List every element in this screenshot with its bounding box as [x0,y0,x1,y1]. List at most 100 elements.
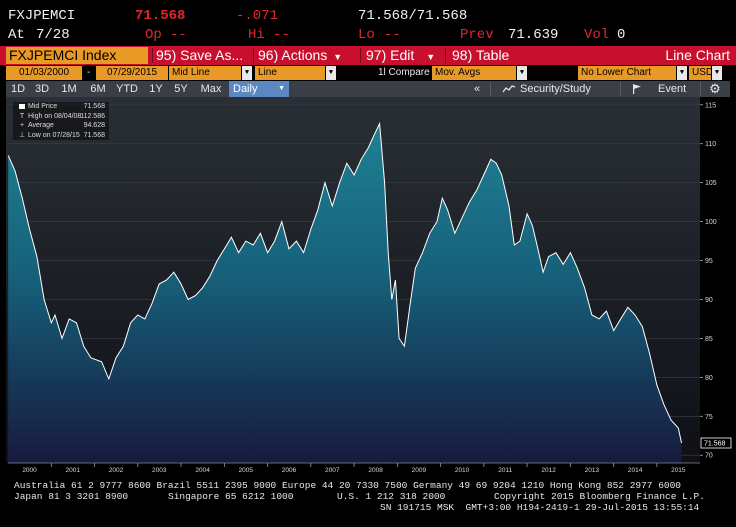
compare-button[interactable]: 1l Compare [378,67,430,78]
open-value: -- [170,27,187,43]
security-field[interactable]: FXJPEMCI Index [6,47,148,64]
collapse-button[interactable]: « [473,83,481,95]
chart-type-label: Line Chart [665,47,730,63]
legend-value: 94.628 [83,122,105,129]
dropdown-arrow-icon[interactable]: ▼ [712,66,722,80]
y-tick-label: 90 [705,297,713,304]
legend-label: High on 08/04/08 [28,112,82,120]
gear-icon[interactable]: ⚙ [709,81,721,96]
tab-6m[interactable]: 6M [90,83,106,95]
table-button[interactable]: 98) Table [452,46,509,65]
edit-menu[interactable]: 97) Edit ▼ [366,46,435,65]
bid-ask: 71.568/71.568 [358,8,468,24]
tab-divider [490,82,491,96]
save-as-button[interactable]: 95) Save As... [156,46,243,65]
flag-icon [633,84,641,94]
x-tick-label: 2000 [22,467,37,474]
tab-5y[interactable]: 5Y [174,83,188,95]
lower-chart-select[interactable]: No Lower Chart [578,66,676,80]
actions-menu[interactable]: 96) Actions ▼ [258,46,342,65]
y-tick-label: 75 [705,414,713,421]
low-marker-icon: ⊥ [18,131,26,139]
tab-1y[interactable]: 1Y [149,83,163,95]
price-area [8,123,682,463]
y-tick-label: 95 [705,258,713,265]
menu-bar: FXJPEMCI Index 95) Save As... 96) Action… [0,46,736,65]
tab-max[interactable]: Max [200,83,222,95]
y-tick-label: 100 [705,219,717,226]
legend-swatch [19,104,25,109]
table-label: 98) Table [452,47,510,63]
y-tick-label: 110 [705,141,716,148]
tab-1m[interactable]: 1M [61,83,77,95]
event-button[interactable]: Event [624,81,696,97]
high-value: -- [273,27,290,43]
last-value-label: 71.568 [704,441,726,448]
start-date-field[interactable]: 01/03/2000 [6,66,82,80]
x-tick-label: 2011 [498,467,512,474]
line-type-select[interactable]: Line [255,66,325,80]
footer-japan: Japan 81 3 3201 8900 [14,491,129,502]
chart-area: 70 75 80 85 90 95 100 105 110 115 2000 2001 2002 200… [0,97,736,474]
x-tick-label: 2006 [282,467,297,474]
x-tick-label: 2015 [671,467,686,474]
tab-1d[interactable]: 1D [10,83,26,95]
footer-phones: Australia 61 2 9777 8600 Brazil 5511 239… [14,480,682,491]
currency-select[interactable]: USD [689,66,713,80]
high-label: Hi [248,27,265,43]
y-tick-label: 105 [705,180,717,187]
tab-divider [620,82,621,96]
x-tick-label: 2007 [325,467,340,474]
frequency-label: Daily [233,83,258,95]
footer-us: U.S. 1 212 318 2000 [337,491,446,502]
date-dash: - [87,67,91,78]
y-tick-label: 115 [705,102,716,109]
x-tick-label: 2010 [455,467,470,474]
menu-divider [360,48,361,63]
last-value-marker: 71.568 [700,437,732,449]
tab-ytd[interactable]: YTD [116,83,138,95]
y-axis: 70 75 80 85 90 95 100 105 110 115 [700,102,717,460]
x-tick-label: 2001 [66,467,81,474]
x-tick-label: 2002 [109,467,124,474]
price-line [7,121,682,444]
x-tick-label: 2004 [195,467,210,474]
y-tick-label: 80 [705,375,713,382]
quote-header: FXJPEMCI 71.568 -.071 71.568/71.568 At 7… [0,0,736,46]
dropdown-arrow-icon[interactable]: ▼ [677,66,687,80]
tab-3d[interactable]: 3D [34,83,50,95]
at-label: At [8,27,25,43]
legend-value: 112.586 [80,112,105,120]
frequency-select[interactable]: Daily ▼ [229,81,289,97]
dropdown-arrow-icon[interactable]: ▼ [326,66,336,80]
x-tick-label: 2014 [628,467,643,474]
net-change: -.071 [236,8,279,24]
legend-value: 71.568 [83,103,105,110]
menu-divider [253,48,254,63]
footer: Australia 61 2 9777 8600 Brazil 5511 239… [0,475,736,527]
legend-row-average: + Average 94.628 [13,121,109,131]
ticker: FXJPEMCI [8,8,76,24]
prev-value: 71.639 [508,27,559,43]
legend-value: 71.568 [83,131,105,139]
security-study-button[interactable]: Security/Study [496,81,616,97]
price-field-select[interactable]: Mid Line [169,66,241,80]
legend-row-high: T High on 08/04/08 112.586 [13,112,109,122]
dropdown-arrow-icon[interactable]: ▼ [242,66,252,80]
dropdown-arrow-icon[interactable]: ▼ [517,66,527,80]
high-marker-icon: T [19,112,25,120]
footer-copyright: Copyright 2015 Bloomberg Finance L.P. [494,491,705,502]
tab-divider [700,82,701,96]
end-date-field[interactable]: 07/29/2015 [96,66,168,80]
prev-label: Prev [460,27,494,43]
last-value-box [700,437,732,449]
volume-value: 0 [617,27,626,43]
actions-label: 96) Actions [258,47,328,63]
x-tick-label: 2008 [368,467,383,474]
y-tick-label: 85 [705,336,713,343]
mov-avgs-field[interactable]: Mov. Avgs [432,66,516,80]
edit-label: 97) Edit [366,47,415,63]
last-price: 71.568 [135,8,186,24]
x-tick-label: 2003 [152,467,167,474]
